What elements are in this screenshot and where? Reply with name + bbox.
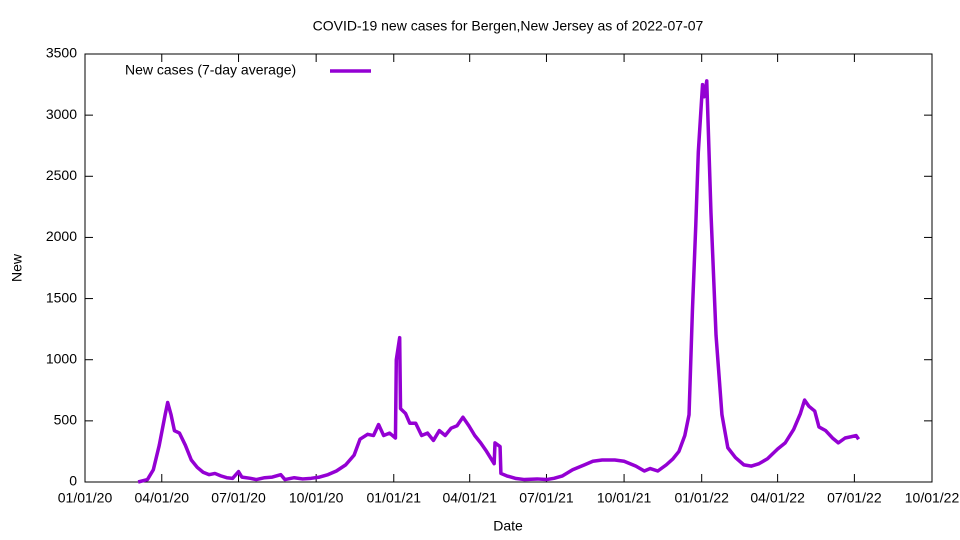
x-axis-label: Date bbox=[493, 518, 523, 534]
x-tick-label: 04/01/22 bbox=[750, 490, 805, 506]
x-tick-label: 04/01/21 bbox=[442, 490, 497, 506]
x-tick-label: 01/01/20 bbox=[58, 490, 113, 506]
legend-label: New cases (7-day average) bbox=[125, 62, 296, 78]
x-tick-label: 04/01/20 bbox=[135, 490, 190, 506]
y-axis-label: New bbox=[9, 253, 25, 282]
data-line bbox=[137, 79, 861, 484]
x-tick-label: 10/01/20 bbox=[289, 490, 344, 506]
x-tick-label: 07/01/22 bbox=[827, 490, 882, 506]
x-tick-label: 10/01/21 bbox=[597, 490, 652, 506]
y-tick-label: 3500 bbox=[46, 45, 77, 61]
y-tick-label: 2500 bbox=[46, 167, 77, 183]
chart-title: COVID-19 new cases for Bergen,New Jersey… bbox=[313, 18, 704, 34]
x-tick-label: 07/01/21 bbox=[519, 490, 574, 506]
x-tick-label: 01/01/21 bbox=[367, 490, 422, 506]
plot-frame bbox=[84, 53, 933, 483]
y-tick-label: 1000 bbox=[46, 350, 77, 366]
y-tick-label: 3000 bbox=[46, 106, 77, 122]
y-tick-label: 500 bbox=[54, 412, 78, 428]
y-tick-label: 0 bbox=[69, 473, 77, 489]
y-tick-label: 1500 bbox=[46, 289, 77, 305]
y-tick-label: 2000 bbox=[46, 228, 77, 244]
x-tick-label: 10/01/22 bbox=[905, 490, 960, 506]
x-tick-label: 07/01/20 bbox=[211, 490, 266, 506]
x-tick-label: 01/01/22 bbox=[674, 490, 729, 506]
